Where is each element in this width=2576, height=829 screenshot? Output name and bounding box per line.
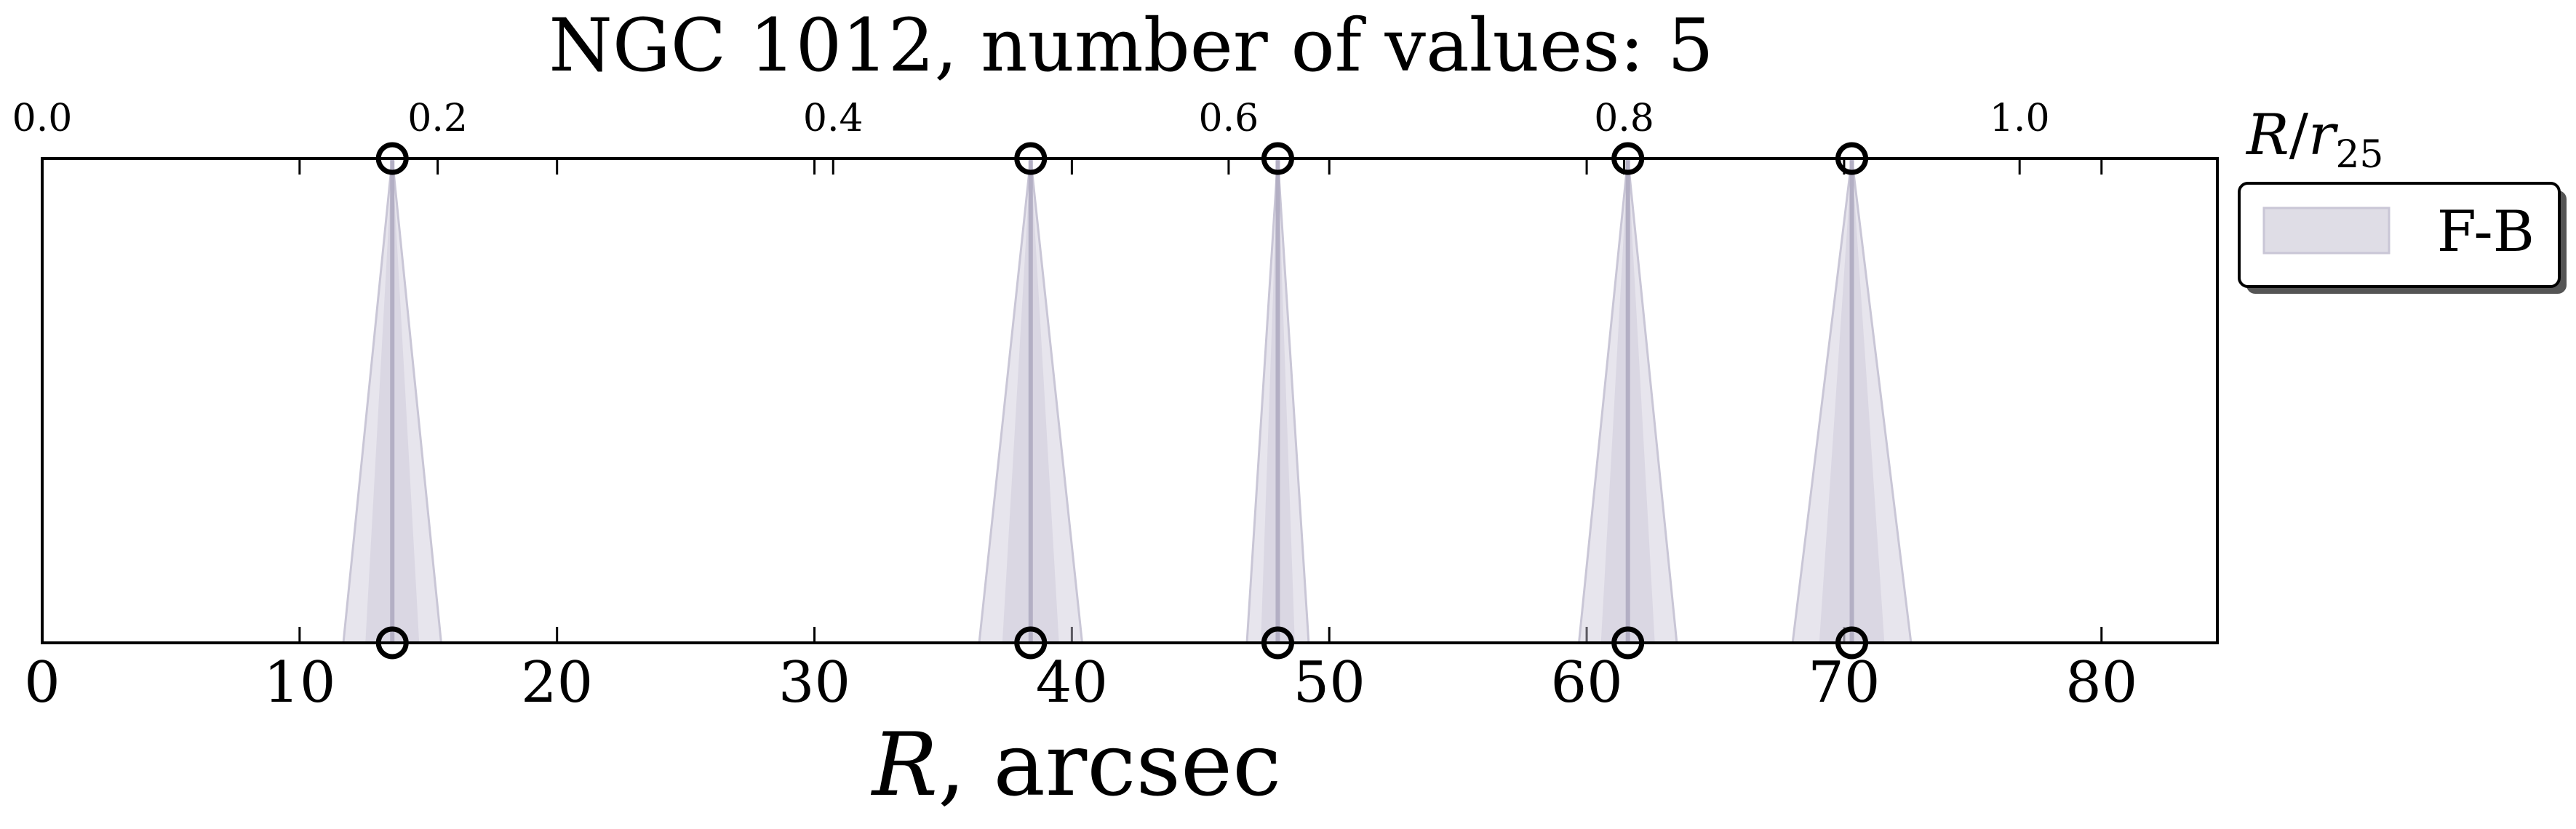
top-tick-label: 0.8: [1594, 97, 1654, 140]
x-axis-label: R, arcsec: [871, 715, 1282, 816]
legend-label: F-B: [2437, 199, 2535, 265]
chart-title: NGC 1012, number of values: 5: [549, 3, 1713, 88]
top-axis-title: R/r25: [2245, 103, 2383, 177]
x-tick-label: 60: [1550, 650, 1622, 716]
top-tick-label: 0.4: [803, 97, 864, 140]
x-tick-label: 0: [24, 650, 60, 716]
top-tick-label: 0.0: [12, 97, 73, 140]
x-tick-label: 10: [263, 650, 335, 716]
x-tick-label: 70: [1808, 650, 1880, 716]
top-axis-ticks: 0.0 0.2 0.4 0.6 0.8 1.0: [12, 97, 2050, 175]
x-tick-label: 80: [2065, 650, 2137, 716]
x-tick-label: 30: [778, 650, 850, 716]
top-tick-label: 0.2: [407, 97, 468, 140]
x-tick-label: 50: [1293, 650, 1365, 716]
legend-swatch: [2262, 207, 2390, 255]
x-tick-label: 20: [521, 650, 593, 716]
top-tick-label: 1.0: [1990, 97, 2050, 140]
top-tick-label: 0.6: [1199, 97, 1259, 140]
plot-frame: [41, 157, 2219, 644]
bottom-axis-ticks: 0 10 20 30 40 50 60 70 80: [24, 159, 2137, 716]
series-F-B: [342, 142, 1913, 660]
x-tick-label: 40: [1036, 650, 1108, 716]
legend: F-B: [2238, 182, 2567, 294]
